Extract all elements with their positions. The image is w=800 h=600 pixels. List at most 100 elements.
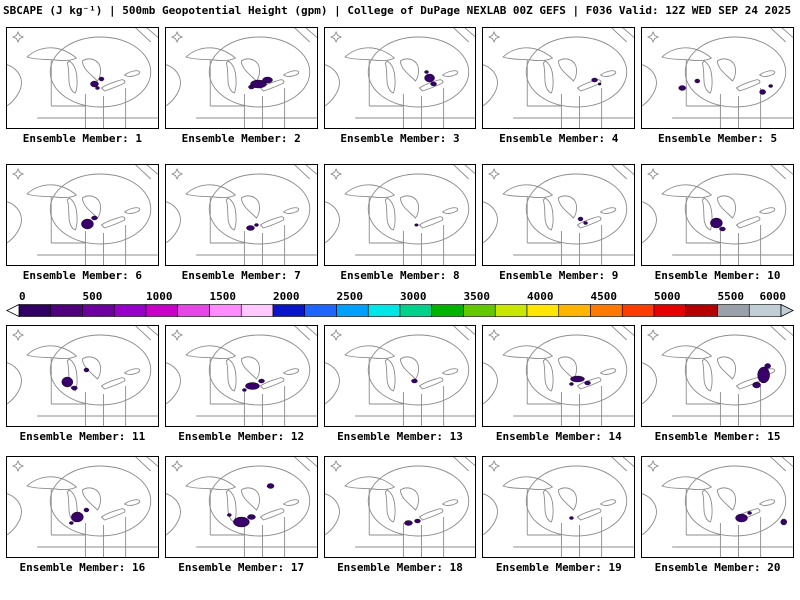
colorbar-tick: 500 bbox=[82, 290, 103, 303]
ensemble-map bbox=[482, 456, 636, 558]
cape-region bbox=[226, 513, 232, 517]
colorbar-segment bbox=[399, 304, 433, 317]
colorbar-tick: 3500 bbox=[463, 290, 491, 303]
colorbar-segment bbox=[621, 304, 655, 317]
ensemble-map bbox=[323, 325, 477, 427]
ensemble-member-label: Ensemble Member: 8 bbox=[340, 269, 460, 282]
cape-region bbox=[694, 78, 701, 84]
colorbar-segment bbox=[463, 304, 496, 317]
colorbar-segment bbox=[494, 304, 528, 317]
ensemble-member-label: Ensemble Member: 14 bbox=[495, 430, 622, 443]
colorbar-segment bbox=[590, 304, 623, 317]
ensemble-map bbox=[641, 456, 794, 558]
cape-region bbox=[241, 388, 247, 392]
ensemble-panel: Ensemble Member: 20 bbox=[641, 456, 794, 574]
ensemble-map bbox=[323, 164, 477, 266]
cape-region bbox=[403, 520, 413, 526]
cape-region bbox=[719, 226, 726, 232]
cape-region bbox=[71, 511, 84, 523]
colorbar-tick: 0 bbox=[19, 290, 26, 303]
ensemble-map bbox=[482, 164, 636, 266]
ensemble-map bbox=[482, 325, 636, 427]
ensemble-member-label: Ensemble Member: 6 bbox=[22, 269, 142, 282]
ensemble-member-label: Ensemble Member: 12 bbox=[178, 430, 305, 443]
cape-region bbox=[759, 89, 767, 95]
cape-region bbox=[569, 382, 575, 386]
ensemble-member-label: Ensemble Member: 9 bbox=[499, 269, 619, 282]
ensemble-row-4: Ensemble Member: 16 Ensemble Member: 17 En… bbox=[0, 456, 800, 574]
ensemble-map bbox=[323, 27, 477, 129]
cape-region bbox=[423, 73, 435, 83]
ensemble-panel: Ensemble Member: 15 bbox=[641, 325, 794, 443]
cape-region bbox=[410, 378, 418, 384]
colorbar-right-arrow bbox=[780, 304, 794, 317]
ensemble-panel: Ensemble Member: 14 bbox=[482, 325, 636, 443]
ensemble-member-label: Ensemble Member: 19 bbox=[495, 561, 622, 574]
page-title: SBCAPE (J kg⁻¹) | 500mb Geopotential Hei… bbox=[3, 4, 792, 17]
ensemble-panel: Ensemble Member: 2 bbox=[164, 27, 318, 145]
ensemble-panel: Ensemble Member: 13 bbox=[323, 325, 477, 443]
colorbar-segment bbox=[558, 304, 591, 317]
ensemble-member-label: Ensemble Member: 16 bbox=[19, 561, 146, 574]
ensemble-panel: Ensemble Member: 5 bbox=[641, 27, 794, 145]
colorbar-segment bbox=[272, 304, 306, 317]
colorbar-left-arrow bbox=[6, 304, 20, 317]
colorbar-tick: 4500 bbox=[590, 290, 618, 303]
ensemble-panel: Ensemble Member: 4 bbox=[482, 27, 636, 145]
colorbar-tick: 3000 bbox=[400, 290, 427, 303]
colorbar-tick: 5500 bbox=[717, 290, 745, 303]
ensemble-panel: Ensemble Member: 10 bbox=[641, 164, 794, 282]
cape-region bbox=[735, 513, 748, 523]
cape-region bbox=[90, 80, 99, 88]
ensemble-panel: Ensemble Member: 6 bbox=[6, 164, 159, 282]
cape-region bbox=[578, 216, 584, 222]
cape-region bbox=[768, 84, 774, 88]
ensemble-panel: Ensemble Member: 19 bbox=[482, 456, 636, 574]
ensemble-member-label: Ensemble Member: 3 bbox=[340, 132, 460, 145]
cape-region bbox=[780, 518, 788, 526]
cape-region bbox=[71, 385, 78, 391]
ensemble-member-label: Ensemble Member: 20 bbox=[654, 561, 781, 574]
colorbar-segment bbox=[748, 304, 782, 317]
ensemble-member-label: Ensemble Member: 2 bbox=[181, 132, 301, 145]
cape-region bbox=[232, 516, 250, 528]
ensemble-map bbox=[482, 27, 636, 129]
colorbar-segment bbox=[336, 304, 369, 317]
cape-region bbox=[248, 84, 255, 90]
ensemble-row-1: Ensemble Member: 1 Ensemble Member: 2 Ense… bbox=[0, 27, 800, 145]
ensemble-map bbox=[164, 164, 318, 266]
colorbar-segment bbox=[18, 304, 52, 317]
ensemble-map bbox=[641, 325, 794, 427]
colorbar-segment bbox=[82, 304, 115, 317]
ensemble-member-label: Ensemble Member: 18 bbox=[337, 561, 463, 574]
ensemble-panel: Ensemble Member: 16 bbox=[6, 456, 159, 574]
cape-region bbox=[583, 221, 589, 225]
colorbar-segment bbox=[145, 304, 179, 317]
colorbar-segment bbox=[431, 304, 464, 317]
cape-region bbox=[569, 516, 575, 520]
cape-region bbox=[591, 77, 599, 83]
cape-region bbox=[83, 367, 90, 373]
ensemble-member-label: Ensemble Member: 13 bbox=[337, 430, 463, 443]
colorbar-tick: 5000 bbox=[654, 290, 681, 303]
cape-region bbox=[764, 363, 772, 369]
ensemble-map bbox=[6, 27, 159, 129]
cape-region bbox=[598, 82, 602, 86]
colorbar-tick-labels: 0 500 1000 1500 2000 2500 3000 3500 4000 4500 5000… bbox=[6, 290, 794, 303]
ensemble-map bbox=[6, 325, 159, 427]
cape-region bbox=[678, 85, 687, 91]
cape-region bbox=[250, 79, 267, 89]
cape-region bbox=[81, 218, 94, 230]
colorbar-tick: 2500 bbox=[336, 290, 364, 303]
cape-region bbox=[262, 76, 273, 84]
colorbar-segment bbox=[367, 304, 401, 317]
ensemble-map bbox=[164, 27, 318, 129]
colorbar-segment bbox=[526, 304, 560, 317]
colorbar-segment bbox=[50, 304, 83, 317]
ensemble-map bbox=[323, 456, 477, 558]
cape-region bbox=[69, 521, 74, 525]
cape-region bbox=[246, 225, 255, 231]
ensemble-map bbox=[6, 456, 159, 558]
colorbar-segment bbox=[685, 304, 718, 317]
ensemble-map bbox=[641, 164, 794, 266]
